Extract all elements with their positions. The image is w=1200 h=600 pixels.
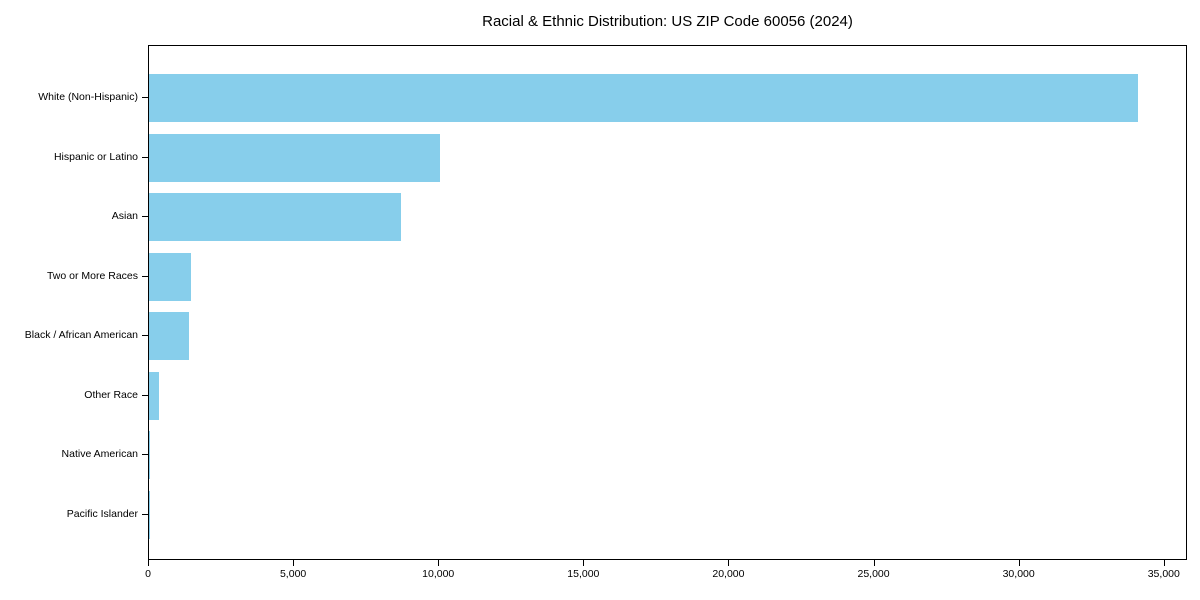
y-tick-mark [142, 394, 148, 396]
x-tick-label: 35,000 [1147, 568, 1180, 580]
y-tick-mark [142, 513, 148, 515]
y-tick-label: Other Race [84, 388, 138, 401]
x-tick-label: 20,000 [712, 568, 745, 580]
y-tick-label: Asian [111, 210, 138, 223]
x-tick-label: 30,000 [1002, 568, 1035, 580]
y-tick-mark [142, 335, 148, 337]
bar-two-or-more-races [149, 252, 191, 301]
y-tick-mark [142, 454, 148, 456]
x-tick-label: 0 [145, 568, 151, 580]
y-tick-label: Native American [61, 448, 138, 461]
bar-asian [149, 193, 401, 242]
y-tick-label: Pacific Islander [66, 507, 138, 520]
y-tick-mark [142, 216, 148, 218]
chart-title: Racial & Ethnic Distribution: US ZIP Cod… [482, 13, 853, 30]
x-tick-mark [148, 560, 149, 566]
x-tick-mark [583, 560, 585, 566]
x-tick-mark [293, 560, 295, 566]
x-tick-mark [873, 560, 875, 566]
x-tick-mark [1018, 560, 1020, 566]
x-tick-label: 25,000 [857, 568, 890, 580]
bar-white-non-hispanic [149, 74, 1139, 122]
x-tick-mark [438, 560, 440, 566]
y-tick-mark [142, 156, 148, 158]
y-tick-label: Two or More Races [46, 269, 138, 282]
y-tick-label: Black / African American [24, 329, 138, 342]
y-tick-label: White (Non-Hispanic) [38, 91, 138, 103]
plot-area [148, 45, 1187, 560]
x-tick-mark [1163, 560, 1165, 566]
x-tick-label: 15,000 [567, 568, 600, 580]
y-tick-label: Hispanic or Latino [53, 150, 138, 163]
x-tick-label: 5,000 [279, 568, 307, 580]
bar-hispanic-or-latino [149, 133, 441, 182]
y-tick-mark [142, 97, 148, 98]
bar-other-race [149, 371, 159, 420]
y-tick-mark [142, 275, 148, 277]
x-tick-mark [728, 560, 730, 566]
bar-native-american [149, 431, 150, 480]
bar-black-african-american [149, 312, 190, 361]
x-tick-label: 10,000 [422, 568, 455, 580]
